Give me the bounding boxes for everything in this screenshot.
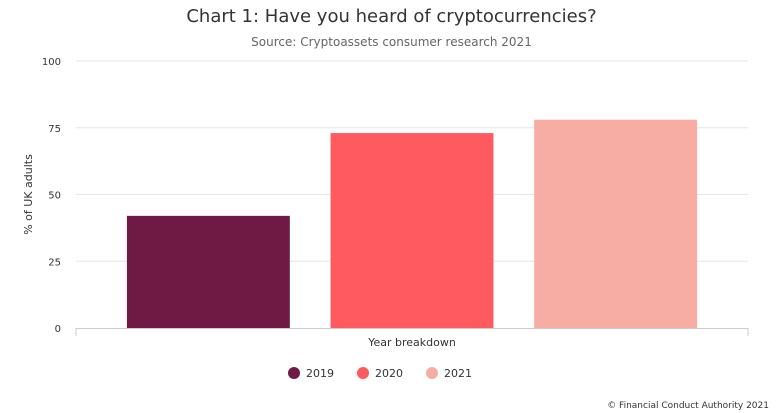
legend-label: 2020 xyxy=(375,367,403,380)
legend-label: 2021 xyxy=(444,367,472,380)
legend-item-2019[interactable]: 2019 xyxy=(288,367,334,380)
legend-item-2020[interactable]: 2020 xyxy=(357,367,403,380)
legend-swatch xyxy=(357,367,369,379)
legend: 2019 2020 2021 xyxy=(288,367,472,380)
y-tick-label: 100 xyxy=(42,57,61,68)
legend-label: 2019 xyxy=(306,367,334,380)
y-tick-label: 75 xyxy=(48,124,61,135)
chart-subtitle: Source: Cryptoassets consumer research 2… xyxy=(251,35,532,49)
x-axis-title: Year breakdown xyxy=(367,336,456,349)
legend-swatch xyxy=(288,367,300,379)
bar-2019[interactable] xyxy=(126,215,290,328)
bar-2021[interactable] xyxy=(534,119,698,329)
y-axis-title: % of UK adults xyxy=(22,154,35,235)
chart-title: Chart 1: Have you heard of cryptocurrenc… xyxy=(186,6,597,27)
bar-2020[interactable] xyxy=(330,133,494,328)
bars xyxy=(126,119,698,329)
credit-text: © Financial Conduct Authority 2021 xyxy=(607,401,769,411)
y-tick-label: 50 xyxy=(48,191,61,202)
legend-swatch xyxy=(426,367,438,379)
legend-item-2021[interactable]: 2021 xyxy=(426,367,472,380)
y-tick-label: 25 xyxy=(48,257,61,268)
y-tick-label: 0 xyxy=(55,324,61,335)
y-axis-ticks: 0 25 50 75 100 xyxy=(42,57,61,335)
